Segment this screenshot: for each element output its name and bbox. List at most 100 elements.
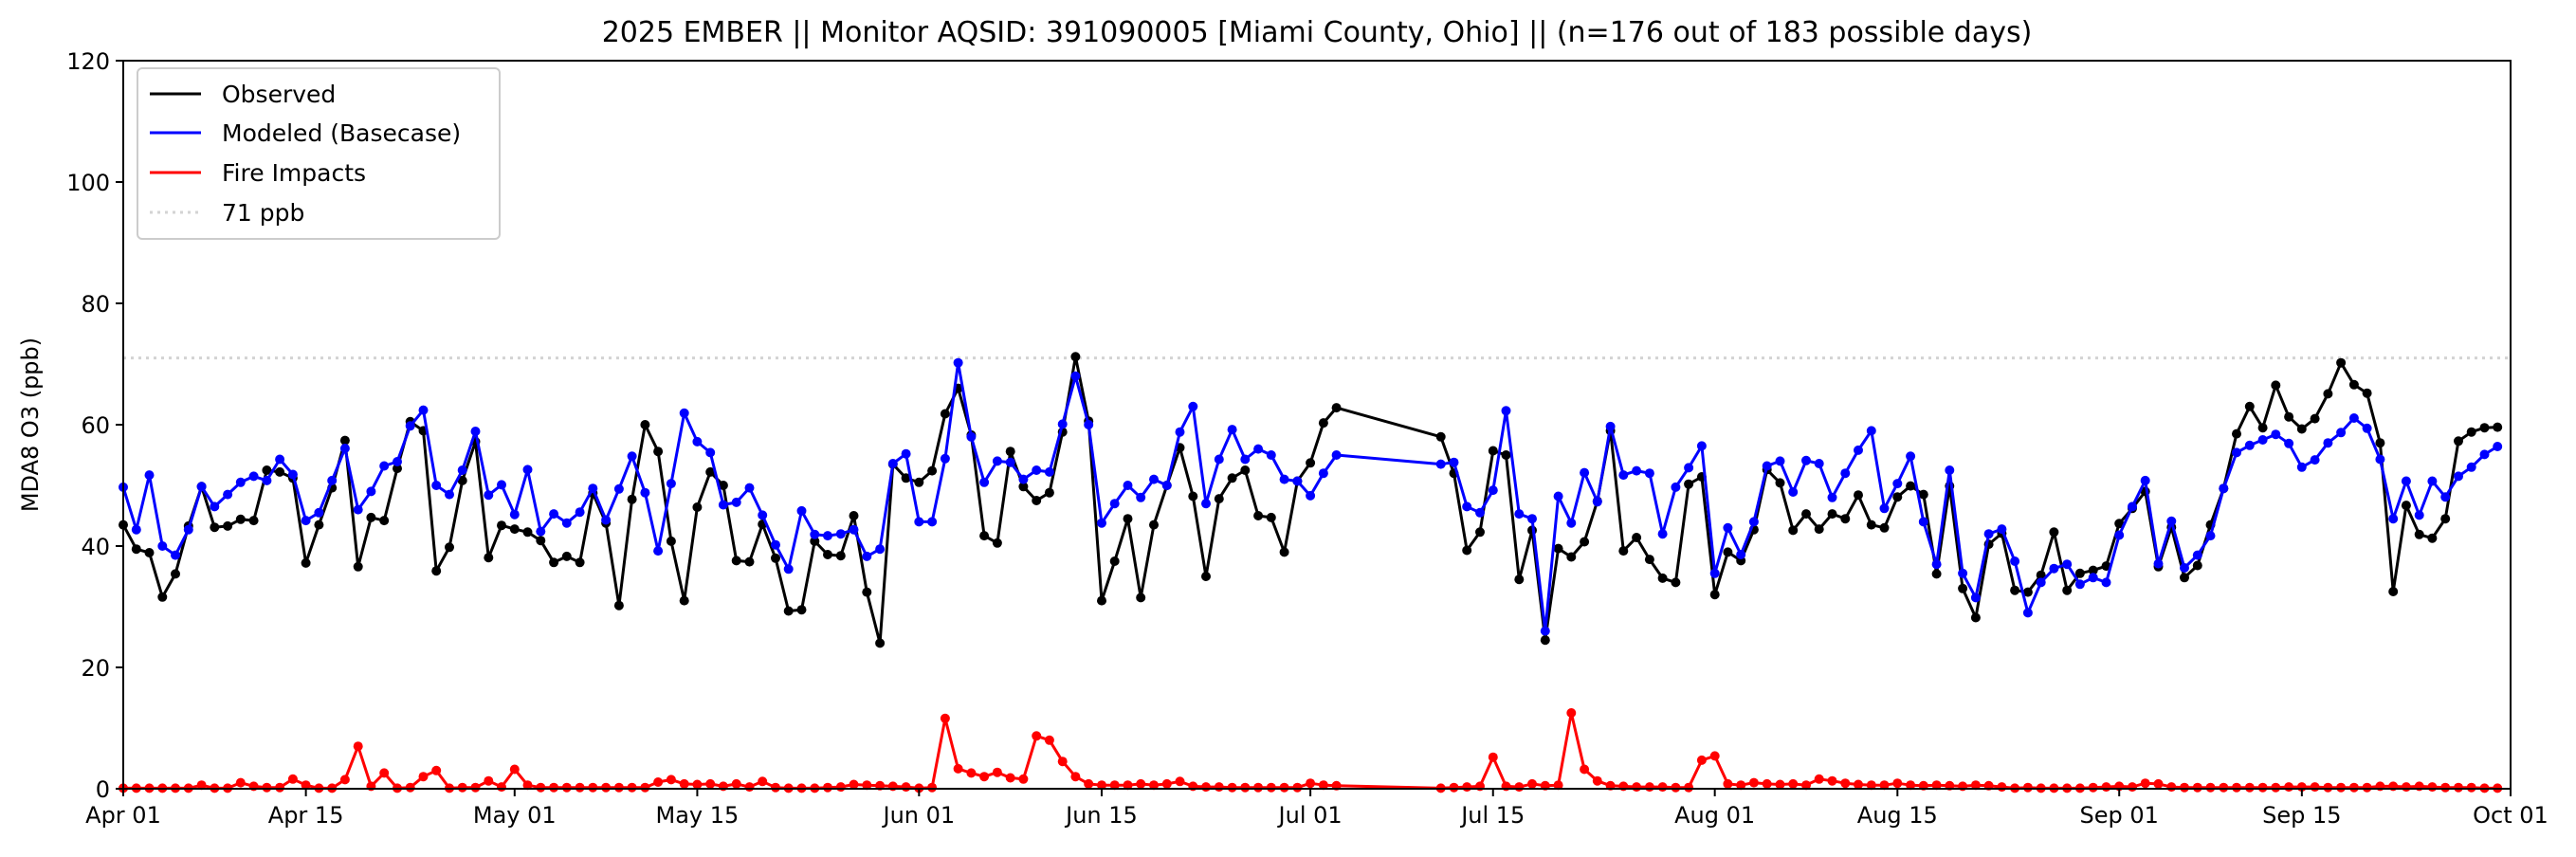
data-point-modeled: [1762, 461, 1772, 471]
data-point-fire-impacts: [470, 782, 481, 793]
data-point-modeled: [457, 465, 467, 475]
data-point-fire-impacts: [1514, 782, 1525, 793]
data-point-modeled: [666, 479, 676, 489]
data-point-fire-impacts: [1671, 782, 1681, 793]
data-point-fire-impacts: [2088, 782, 2098, 793]
data-point-modeled: [2362, 423, 2372, 433]
legend-label-observed: Observed: [222, 81, 336, 108]
data-point-observed: [248, 516, 259, 526]
data-point-observed: [1970, 612, 1981, 623]
data-point-fire-impacts: [1723, 778, 1733, 789]
data-point-fire-impacts: [2454, 782, 2463, 793]
data-point-modeled: [2166, 516, 2177, 526]
data-point-fire-impacts: [575, 782, 585, 793]
data-point-modeled: [1331, 450, 1342, 460]
legend-box: [137, 67, 501, 240]
x-tick-label: Aug 01: [1674, 802, 1755, 829]
data-point-fire-impacts: [601, 782, 612, 793]
data-point-modeled: [1070, 371, 1081, 381]
data-point-observed: [262, 465, 272, 475]
data-point-modeled: [1671, 482, 1681, 492]
data-point-modeled: [1161, 481, 1172, 490]
data-point-fire-impacts: [2205, 782, 2216, 793]
data-point-observed: [2010, 585, 2020, 595]
data-point-fire-impacts: [1253, 782, 1264, 793]
data-point-modeled: [2427, 476, 2438, 486]
data-point-observed: [2284, 411, 2294, 422]
x-tick-label: Aug 15: [1857, 802, 1938, 829]
data-point-modeled: [1540, 626, 1550, 636]
data-point-modeled: [1801, 455, 1811, 465]
data-point-fire-impacts: [1657, 782, 1668, 793]
x-tick-label: Jun 01: [881, 802, 955, 829]
data-point-fire-impacts: [1553, 780, 1563, 791]
data-point-observed: [1644, 555, 1654, 565]
data-point-modeled: [2219, 483, 2229, 494]
data-point-fire-impacts: [1306, 778, 1316, 789]
data-point-modeled: [196, 482, 207, 492]
data-point-observed: [1227, 473, 1237, 483]
data-point-observed: [1801, 509, 1811, 520]
data-point-modeled: [953, 357, 963, 368]
data-point-fire-impacts: [1970, 780, 1981, 791]
data-point-fire-impacts: [2219, 782, 2229, 793]
data-point-fire-impacts: [835, 782, 846, 793]
data-point-modeled: [235, 477, 246, 487]
data-point-observed: [718, 481, 728, 490]
data-point-observed: [1514, 574, 1525, 585]
data-point-fire-impacts: [679, 778, 689, 789]
data-point-modeled: [1488, 485, 1498, 496]
data-point-modeled: [1854, 445, 1863, 455]
data-point-observed: [1879, 522, 1890, 533]
data-point-modeled: [2466, 462, 2476, 472]
data-point-fire-impacts: [2336, 782, 2347, 793]
data-point-modeled: [2493, 442, 2503, 451]
data-point-modeled: [248, 471, 259, 482]
data-point-modeled: [1084, 420, 1094, 429]
data-point-observed: [2454, 436, 2463, 447]
data-point-modeled: [418, 405, 429, 415]
data-point-observed: [2101, 561, 2111, 572]
data-point-modeled: [2414, 510, 2424, 520]
data-point-fire-impacts: [1240, 782, 1251, 793]
data-point-observed: [549, 557, 559, 568]
data-point-observed: [1214, 494, 1224, 504]
data-point-modeled: [2049, 563, 2059, 574]
data-point-observed: [314, 520, 324, 530]
data-point-observed: [353, 561, 363, 572]
data-point-modeled: [875, 544, 886, 555]
data-point-modeled: [979, 477, 990, 487]
data-point-observed: [1775, 478, 1785, 488]
data-point-observed: [2114, 519, 2125, 529]
data-point-modeled: [613, 483, 624, 494]
data-point-modeled: [1879, 503, 1890, 514]
data-point-modeled: [2401, 476, 2411, 486]
data-point-modeled: [1057, 419, 1068, 429]
data-point-fire-impacts: [692, 779, 703, 790]
data-point-modeled: [1097, 518, 1106, 528]
data-point-modeled: [2296, 462, 2307, 472]
data-point-modeled: [1501, 406, 1511, 416]
data-point-modeled: [2271, 429, 2281, 440]
data-point-modeled: [1814, 459, 1824, 468]
data-point-modeled: [1840, 468, 1851, 479]
data-point-modeled: [1201, 499, 1211, 509]
data-point-fire-impacts: [1814, 774, 1824, 784]
data-point-modeled: [718, 500, 728, 510]
data-point-observed: [522, 527, 533, 538]
data-point-observed: [1331, 403, 1342, 413]
data-point-modeled: [2192, 550, 2202, 560]
data-point-fire-impacts: [2140, 778, 2150, 789]
data-point-observed: [875, 638, 886, 648]
data-point-modeled: [1592, 497, 1602, 507]
data-point-fire-impacts: [1032, 731, 1042, 741]
data-point-modeled: [731, 497, 741, 507]
data-point-modeled: [2310, 455, 2320, 465]
data-point-observed: [979, 531, 990, 541]
data-point-fire-impacts: [705, 778, 716, 789]
data-point-observed: [771, 553, 780, 563]
data-point-fire-impacts: [1161, 778, 1172, 789]
data-point-fire-impacts: [287, 774, 298, 784]
data-point-fire-impacts: [1018, 774, 1029, 784]
data-point-modeled: [783, 564, 794, 574]
